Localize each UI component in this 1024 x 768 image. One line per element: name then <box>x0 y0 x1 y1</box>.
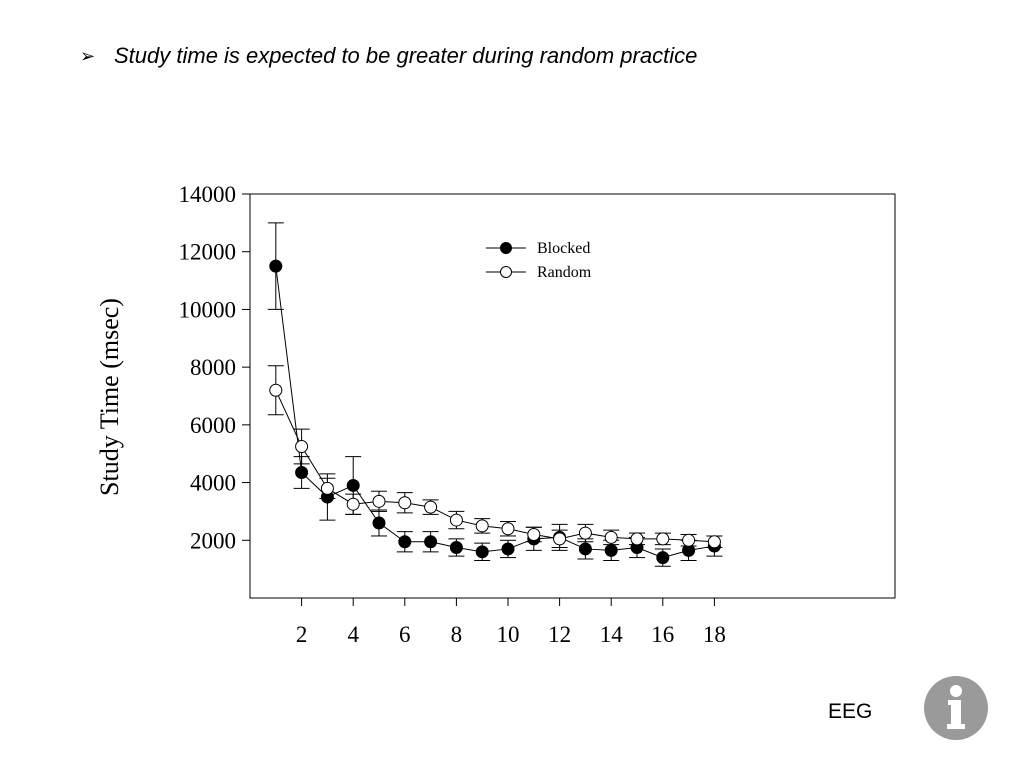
x-tick-label: 18 <box>703 622 726 647</box>
x-tick-label: 6 <box>399 622 411 647</box>
arrow-bullet-icon: ➢ <box>80 45 96 66</box>
x-axis: 2 4 6 8 10 12 14 16 18 <box>296 598 726 647</box>
x-tick-label: 12 <box>548 622 571 647</box>
data-point <box>295 440 309 453</box>
bullet-text: Study time is expected to be greater dur… <box>114 43 698 68</box>
data-point <box>475 545 489 559</box>
data-point <box>346 478 360 492</box>
legend-entry-random: Random <box>486 264 592 281</box>
y-axis: 2000 4000 6000 8000 10000 12000 14000 <box>179 182 250 553</box>
data-point <box>398 535 412 549</box>
data-point <box>475 519 489 533</box>
data-point <box>372 494 386 508</box>
data-point <box>346 497 360 511</box>
y-tick-label: 4000 <box>190 471 236 496</box>
data-point <box>320 481 334 495</box>
data-point <box>372 516 386 530</box>
legend-label: Blocked <box>537 240 590 257</box>
data-point <box>449 513 463 527</box>
legend-marker <box>500 242 512 254</box>
data-point <box>578 526 592 540</box>
x-tick-label: 4 <box>347 622 359 647</box>
data-point <box>501 542 515 556</box>
series-layer <box>267 222 723 567</box>
data-point <box>449 541 463 554</box>
data-point <box>578 542 592 556</box>
data-point <box>656 551 670 565</box>
data-point <box>501 522 515 536</box>
x-tick-label: 2 <box>296 622 308 647</box>
bullet-point: ➢ Study time is expected to be greater d… <box>80 40 697 72</box>
data-point <box>604 543 618 557</box>
data-point <box>707 535 721 549</box>
y-tick-label: 12000 <box>179 240 237 265</box>
data-point <box>604 530 618 544</box>
data-point <box>682 533 696 547</box>
series-blocked <box>267 222 723 567</box>
x-tick-label: 16 <box>651 622 674 647</box>
y-axis-label: Study Time (msec) <box>95 298 124 496</box>
info-icon <box>924 676 988 740</box>
footer-label: EEG <box>828 700 873 723</box>
series-random <box>267 365 723 549</box>
data-point <box>269 259 283 273</box>
legend-marker <box>500 266 512 278</box>
y-tick-label: 6000 <box>190 413 236 438</box>
y-tick-label: 10000 <box>179 297 237 322</box>
data-point <box>269 383 283 397</box>
legend: Blocked Random <box>486 240 592 281</box>
data-point <box>553 532 567 546</box>
series-line <box>275 266 715 559</box>
data-point <box>527 528 541 542</box>
y-tick-label: 8000 <box>190 355 236 380</box>
legend-label: Random <box>537 264 592 281</box>
y-tick-label: 2000 <box>190 528 236 553</box>
data-point <box>424 500 438 514</box>
x-tick-label: 10 <box>497 622 520 647</box>
x-tick-label: 14 <box>600 622 624 647</box>
data-point <box>424 535 438 549</box>
series-line <box>275 390 715 543</box>
plot-frame <box>249 193 896 599</box>
data-point <box>656 532 670 546</box>
data-point <box>295 465 309 479</box>
data-point <box>398 496 412 510</box>
x-tick-label: 8 <box>451 622 463 647</box>
data-point <box>630 532 644 546</box>
y-tick-label: 14000 <box>179 182 237 207</box>
legend-entry-blocked: Blocked <box>486 240 590 257</box>
